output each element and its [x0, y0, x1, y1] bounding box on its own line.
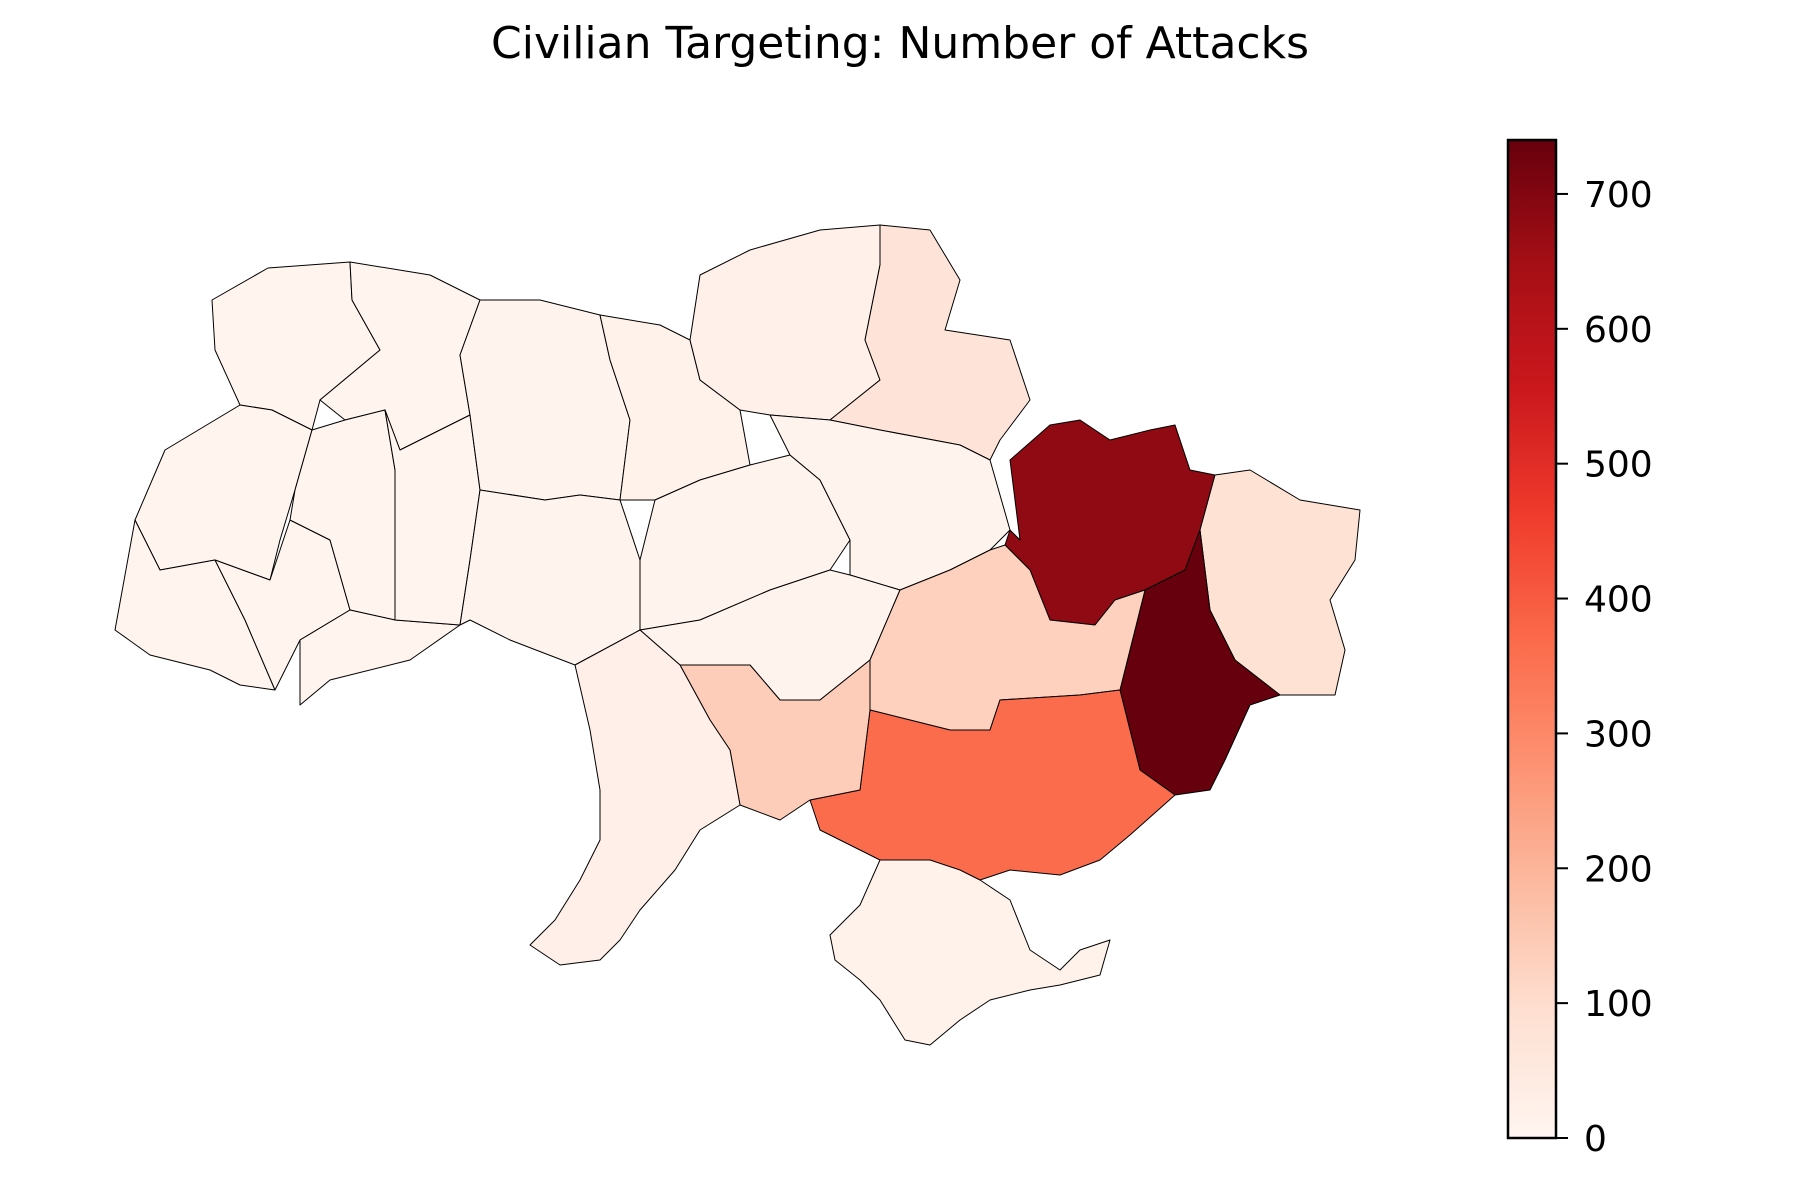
- colorbar-tick-label: 400: [1584, 580, 1653, 621]
- map-regions: [114, 224, 1361, 1046]
- region-chernivtsi: [299, 609, 461, 706]
- region-vinnytsia: [459, 489, 641, 666]
- colorbar-tick-label: 500: [1584, 445, 1653, 486]
- chart-title: Civilian Targeting: Number of Attacks: [491, 18, 1309, 69]
- colorbar-frame: [1506, 138, 1558, 1140]
- colorbar-tick-label: 200: [1584, 849, 1653, 890]
- region-cherkasy: [639, 454, 851, 631]
- colorbar-ticks: 0 100 200 300 400 500 600 700: [1556, 175, 1653, 1160]
- colorbar-fill: [1508, 140, 1556, 1138]
- colorbar-tick-label: 0: [1584, 1119, 1607, 1160]
- region-crimea: [829, 859, 1111, 1046]
- colorbar-tick-label: 700: [1584, 175, 1653, 216]
- colorbar-tick-label: 300: [1584, 714, 1653, 755]
- colorbar-tick-label: 100: [1584, 984, 1653, 1025]
- region-odesa: [529, 629, 741, 966]
- region-zaporizhzhia: [809, 689, 1176, 881]
- colorbar: 0 100 200 300 400 500 600 700: [1506, 138, 1653, 1160]
- region-zakarpattia: [114, 519, 276, 691]
- region-chernihiv: [689, 224, 881, 421]
- colorbar-tick-label: 600: [1584, 310, 1653, 351]
